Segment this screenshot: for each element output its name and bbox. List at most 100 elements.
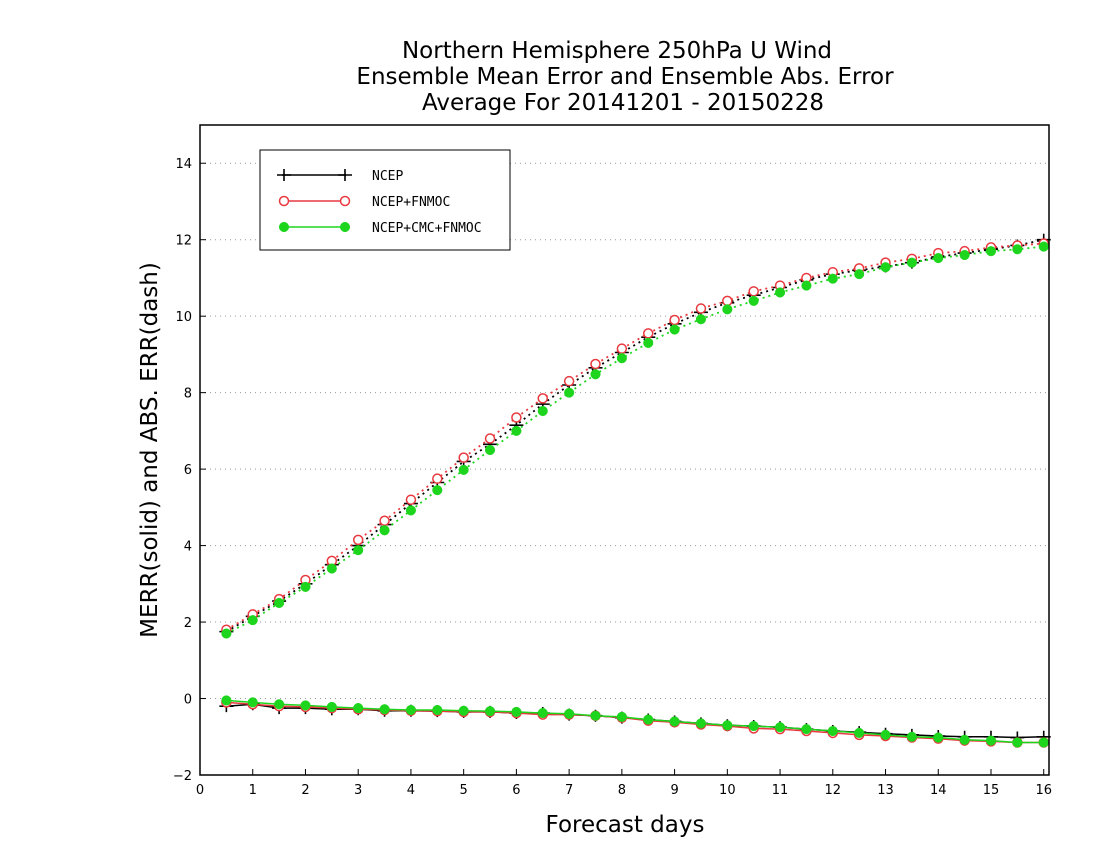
x-tick-label: 15 — [983, 783, 1000, 798]
x-tick-label: 8 — [618, 783, 626, 798]
abs-err-point — [484, 433, 496, 444]
legend-marker — [277, 169, 291, 181]
abs-err-point — [775, 287, 786, 298]
merr-point — [801, 724, 812, 735]
abs-err-point — [379, 525, 390, 536]
x-tick-label: 6 — [512, 783, 520, 798]
abs-err-point — [722, 295, 733, 307]
abs-err-point — [643, 337, 654, 348]
merr-point — [564, 708, 575, 719]
merr-point — [854, 727, 865, 738]
legend-marker — [338, 169, 352, 181]
legend-box — [259, 149, 511, 251]
merr-point — [669, 716, 680, 727]
title-line-3: Average For 20141201 - 20150228 — [422, 90, 824, 116]
abs-err-point — [722, 304, 733, 315]
merr-point — [458, 705, 469, 716]
y-axis-title: MERR(solid) and ABS. ERR(dash) — [137, 262, 163, 638]
x-tick-label: 10 — [719, 783, 736, 798]
abs-err-point — [537, 393, 549, 404]
abs-err-point — [432, 485, 443, 496]
merr-point — [300, 700, 311, 711]
abs-err-point — [379, 515, 390, 526]
merr-point — [379, 704, 390, 715]
merr-point — [247, 697, 258, 708]
merr-point — [880, 729, 891, 740]
legend-marker — [278, 221, 290, 233]
plot-area-frame — [199, 124, 1050, 776]
merr-point — [695, 718, 707, 729]
title-line-1: Northern Hemisphere 250hPa U Wind — [402, 38, 832, 64]
abs-err-point — [695, 314, 707, 325]
merr-point — [590, 710, 601, 721]
abs-err-point — [352, 534, 364, 546]
abs-err-point — [537, 405, 548, 417]
merr-point — [985, 735, 997, 746]
abs-err-point — [326, 563, 337, 574]
merr-point — [353, 703, 364, 714]
title-line-2: Ensemble Mean Error and Ensemble Abs. Er… — [356, 64, 894, 90]
legend-marker — [339, 221, 351, 233]
abs-err-point — [959, 249, 970, 261]
legend-item: NCEP+FNMOC — [278, 195, 450, 210]
abs-err-line — [225, 238, 1044, 633]
x-tick-label: 0 — [196, 783, 204, 798]
y-tick-label: 10 — [175, 310, 192, 325]
merr-point — [722, 720, 733, 731]
abs-err-point — [511, 412, 522, 423]
abs-err-point — [854, 269, 865, 280]
series-0 — [219, 233, 1051, 744]
abs-err-point — [563, 375, 575, 387]
y-tick-label: 12 — [175, 234, 192, 249]
abs-err-point — [669, 314, 680, 326]
abs-err-point — [484, 444, 496, 456]
merr-point — [1038, 737, 1049, 748]
x-tick-label: 14 — [930, 783, 947, 798]
abs-err-point — [801, 280, 812, 291]
merr-point — [537, 708, 548, 719]
abs-err-point — [353, 545, 364, 556]
y-tick-label: 14 — [175, 157, 192, 172]
abs-err-point — [590, 369, 601, 380]
abs-err-point — [221, 628, 232, 639]
x-tick-label: 1 — [249, 783, 257, 798]
abs-err-point — [669, 324, 680, 335]
y-tick-label: −2 — [173, 769, 192, 784]
abs-err-point — [405, 505, 416, 516]
y-tick-label: 4 — [184, 540, 192, 555]
legend-label: NCEP+FNMOC — [372, 195, 450, 210]
chart-title: Northern Hemisphere 250hPa U Wind Ensemb… — [356, 38, 894, 116]
y-tick-label: 6 — [184, 463, 192, 478]
abs-err-point — [405, 494, 417, 505]
x-tick-label: 9 — [670, 783, 678, 798]
abs-err-point — [590, 358, 601, 370]
abs-err-point — [300, 581, 311, 592]
merr-point — [511, 706, 522, 717]
merr-point — [827, 725, 838, 737]
abs-err-point — [748, 286, 759, 297]
abs-err-point — [458, 452, 469, 463]
x-tick-label: 2 — [301, 783, 309, 798]
x-tick-label: 5 — [460, 783, 468, 798]
abs-err-point — [247, 615, 258, 626]
series-layer — [219, 233, 1051, 748]
merr-point — [643, 714, 654, 725]
x-tick-label: 12 — [825, 783, 842, 798]
y-tick-label: 0 — [184, 693, 192, 708]
legend-item: NCEP — [277, 169, 403, 184]
merr-point — [274, 699, 285, 710]
abs-err-point — [511, 425, 522, 436]
abs-err-point — [880, 262, 891, 273]
abs-err-point — [1012, 244, 1023, 255]
merr-point — [1012, 737, 1023, 748]
merr-point — [933, 732, 944, 743]
merr-point — [748, 721, 759, 732]
abs-err-point — [985, 246, 997, 257]
merr-point — [484, 706, 496, 717]
legend-marker — [278, 195, 290, 207]
legend-label: NCEP — [372, 169, 403, 184]
abs-err-point — [642, 328, 654, 339]
abs-err-point — [748, 295, 759, 306]
abs-err-point — [432, 473, 443, 484]
